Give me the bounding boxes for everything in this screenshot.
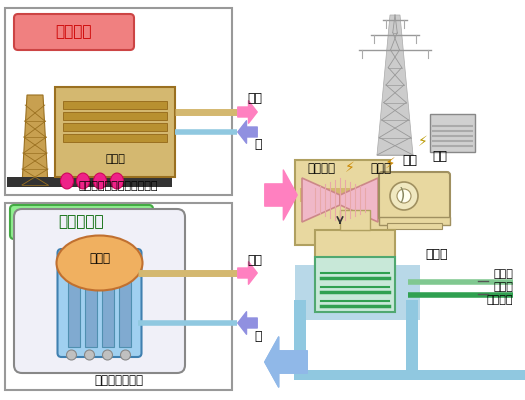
Ellipse shape xyxy=(110,173,123,189)
Bar xyxy=(315,257,395,312)
Polygon shape xyxy=(340,178,378,222)
Bar xyxy=(63,101,167,109)
Text: ボイラ: ボイラ xyxy=(105,154,125,164)
Circle shape xyxy=(397,189,411,203)
Bar xyxy=(340,210,370,230)
Text: 水: 水 xyxy=(254,138,262,152)
Bar xyxy=(55,87,175,177)
Bar xyxy=(406,300,418,375)
Text: 送電: 送電 xyxy=(403,154,417,166)
Bar xyxy=(5,203,232,390)
Circle shape xyxy=(121,350,131,360)
Ellipse shape xyxy=(77,173,89,189)
FancyBboxPatch shape xyxy=(58,249,142,357)
Bar xyxy=(295,265,420,320)
Text: 蒸気: 蒸気 xyxy=(247,254,262,266)
Text: 送電: 送電 xyxy=(433,150,447,162)
Text: （海水）: （海水） xyxy=(487,295,513,305)
Bar xyxy=(295,160,390,245)
Text: 蒸気: 蒸気 xyxy=(247,92,262,106)
Text: ⚡: ⚡ xyxy=(345,161,355,175)
FancyBboxPatch shape xyxy=(379,172,450,220)
Ellipse shape xyxy=(93,173,107,189)
Bar xyxy=(300,188,370,202)
FancyBboxPatch shape xyxy=(14,209,185,373)
Bar xyxy=(294,370,525,380)
Text: 温排水: 温排水 xyxy=(493,269,513,279)
Text: 原子力発電: 原子力発電 xyxy=(59,214,104,230)
Text: ⚡: ⚡ xyxy=(385,156,395,170)
Polygon shape xyxy=(22,95,48,185)
Bar xyxy=(387,223,442,229)
Bar xyxy=(63,112,167,120)
Bar xyxy=(119,265,131,347)
Text: 原子炉: 原子炉 xyxy=(89,252,110,264)
Circle shape xyxy=(102,350,112,360)
Bar xyxy=(101,265,113,347)
Circle shape xyxy=(67,350,77,360)
Bar xyxy=(430,114,475,152)
Text: ウランの核分裂: ウランの核分裂 xyxy=(94,374,143,387)
Bar xyxy=(63,134,167,142)
Text: 冷却水: 冷却水 xyxy=(493,282,513,292)
Text: 水: 水 xyxy=(254,330,262,342)
Circle shape xyxy=(85,350,94,360)
Bar xyxy=(63,123,167,131)
Ellipse shape xyxy=(60,173,74,189)
Text: 復水器: 復水器 xyxy=(425,248,447,262)
Text: 発電機: 発電機 xyxy=(370,162,391,174)
Polygon shape xyxy=(377,15,413,155)
Text: ): ) xyxy=(399,187,405,205)
Bar xyxy=(300,370,412,380)
FancyBboxPatch shape xyxy=(14,14,134,50)
FancyBboxPatch shape xyxy=(10,205,153,239)
Ellipse shape xyxy=(57,236,142,290)
Text: タービン: タービン xyxy=(307,162,335,174)
Bar xyxy=(5,8,232,195)
Bar xyxy=(85,265,97,347)
Polygon shape xyxy=(302,178,340,222)
Text: ⚡: ⚡ xyxy=(418,135,428,149)
Text: 石油・石炭・ガス等の燃焼: 石油・石炭・ガス等の燃焼 xyxy=(79,181,158,191)
Bar xyxy=(379,217,450,225)
Bar xyxy=(68,265,79,347)
Text: 火力発電: 火力発電 xyxy=(56,24,92,40)
Circle shape xyxy=(390,182,418,210)
Bar xyxy=(315,230,395,275)
Bar xyxy=(7,177,172,187)
Bar xyxy=(294,300,306,375)
